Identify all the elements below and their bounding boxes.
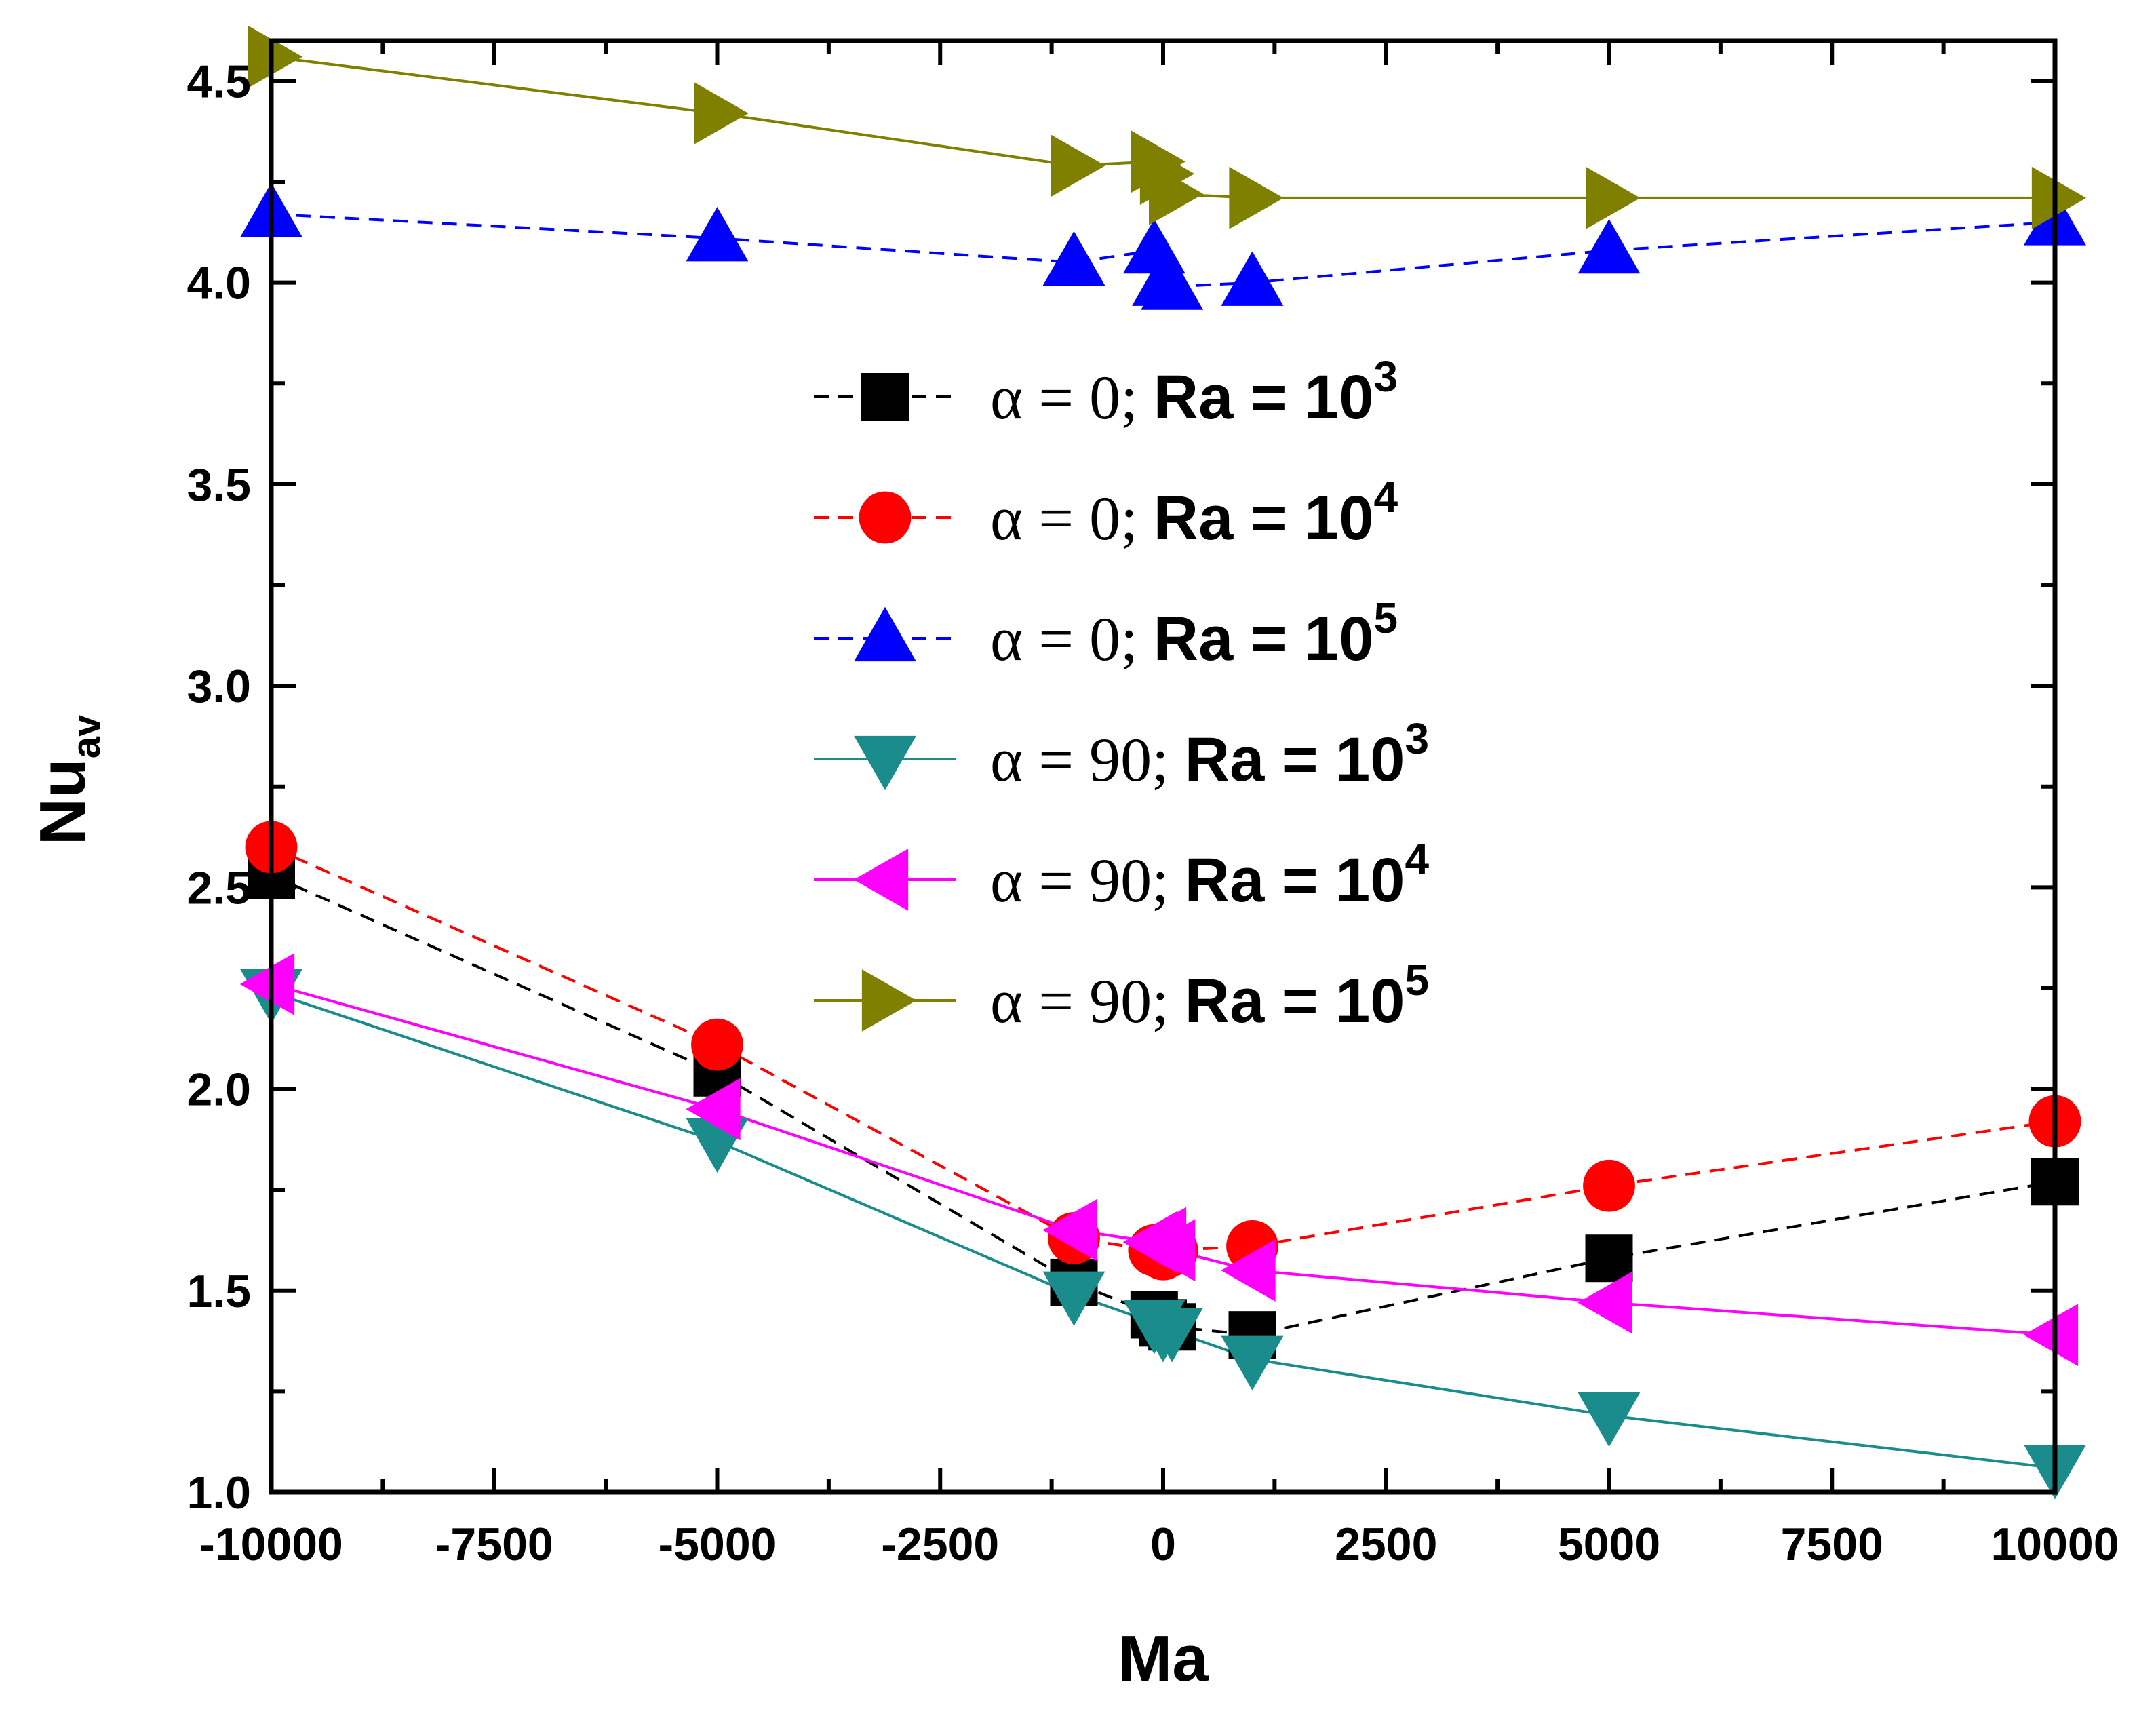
y-tick-label: 4.5	[187, 56, 251, 107]
data-point	[2031, 166, 2087, 229]
legend-entry: α = 0; Ra = 105	[814, 593, 1398, 674]
legend-label-ra: Ra = 10	[1154, 484, 1374, 553]
legend-entry: α = 90; Ra = 104	[814, 835, 1429, 915]
series-point-group	[248, 25, 2087, 229]
y-tick-label: 2.5	[187, 862, 251, 914]
data-point	[1042, 1198, 1097, 1262]
data-point	[691, 1018, 743, 1071]
data-point	[2023, 1304, 2079, 1367]
data-point	[1585, 1234, 1633, 1283]
x-tick-label: 2500	[1335, 1519, 1437, 1570]
data-point	[1141, 255, 1204, 310]
series-line	[271, 212, 2056, 288]
y-tick-label: 3.5	[187, 459, 251, 511]
legend-label-exponent: 5	[1373, 593, 1398, 642]
legend-label: α = 90; Ra = 104	[990, 835, 1429, 915]
legend-label: α = 90; Ra = 105	[990, 956, 1429, 1036]
data-point	[694, 82, 749, 144]
legend-entry: α = 0; Ra = 103	[814, 352, 1398, 432]
legend-label-prefix: α = 90;	[990, 846, 1185, 915]
legend-marker	[859, 491, 912, 544]
data-point	[1586, 166, 1641, 229]
data-point	[1140, 1219, 1196, 1282]
x-tick-labels: -10000 -7500 -5000 -2500 0 2500 5000 7500 10000	[199, 1519, 2119, 1570]
x-tick-label: 10000	[1991, 1519, 2119, 1570]
data-point	[1042, 1271, 1105, 1326]
data-point	[1141, 1308, 1204, 1363]
data-point	[248, 25, 303, 88]
x-tick-label: -5000	[659, 1519, 777, 1570]
x-tick-label: -7500	[435, 1519, 553, 1570]
data-point	[686, 1078, 741, 1141]
x-tick-label: -10000	[199, 1519, 343, 1570]
y-axis-title-subscript: av	[64, 715, 109, 759]
y-tick-label: 4.0	[187, 258, 251, 309]
y-tick-label: 2.0	[187, 1064, 251, 1116]
data-point	[239, 953, 295, 1015]
data-point	[1583, 1159, 1635, 1212]
legend-marker	[861, 969, 917, 1032]
x-tick-label: 5000	[1558, 1519, 1660, 1570]
legend-entry: α = 90; Ra = 103	[814, 714, 1429, 794]
legend-label: α = 0; Ra = 104	[990, 473, 1398, 553]
legend-label-exponent: 4	[1405, 835, 1429, 884]
data-point	[1577, 1392, 1641, 1447]
plot-frame	[269, 38, 2058, 1495]
legend-marker	[854, 735, 916, 791]
data-point	[1577, 218, 1641, 274]
series-point-group	[239, 953, 2079, 1367]
data-point	[1221, 1239, 1276, 1302]
y-tick-label: 3.0	[187, 661, 251, 712]
data-point	[1042, 231, 1105, 286]
data-point	[1577, 1271, 1632, 1334]
legend-label-ra: Ra = 10	[1185, 846, 1405, 915]
x-tick-label: 7500	[1781, 1519, 1883, 1570]
data-point	[1221, 251, 1284, 306]
legend-label-prefix: α = 90;	[990, 725, 1185, 794]
x-axis-title: Ma	[1118, 1622, 1209, 1695]
legend-marker	[853, 849, 909, 911]
legend-label-prefix: α = 0;	[990, 363, 1154, 432]
legend-label-prefix: α = 90;	[990, 967, 1185, 1036]
x-tick-label: -2500	[881, 1519, 999, 1570]
y-tick-label: 1.0	[187, 1467, 251, 1519]
legend-label: α = 90; Ra = 103	[990, 714, 1429, 794]
legend-label-exponent: 5	[1405, 956, 1429, 1005]
legend-label-exponent: 3	[1373, 352, 1398, 401]
data-point	[1051, 134, 1105, 197]
data-point	[1229, 166, 1284, 229]
legend-label: α = 0; Ra = 103	[990, 352, 1398, 432]
legend-label-exponent: 3	[1405, 714, 1429, 763]
y-tick-label: 1.5	[187, 1266, 251, 1317]
legend-label-prefix: α = 0;	[990, 484, 1154, 553]
series-point-group	[240, 182, 2086, 310]
legend-label-ra: Ra = 10	[1154, 363, 1374, 432]
legend-label-prefix: α = 0;	[990, 604, 1154, 674]
legend-label: α = 0; Ra = 105	[990, 593, 1398, 674]
y-tick-labels: 1.0 1.5 2.0 2.5 3.0 3.5 4.0 4.5	[187, 56, 251, 1519]
legend-label-exponent: 4	[1373, 473, 1398, 522]
legend-label-ra: Ra = 10	[1154, 604, 1374, 674]
series-point-group	[248, 851, 2079, 1359]
legend-entry: α = 0; Ra = 104	[814, 473, 1398, 553]
data-point	[686, 207, 749, 262]
x-tick-label: 0	[1150, 1519, 1176, 1570]
data-point	[1149, 162, 1204, 225]
legend-label-ra: Ra = 10	[1185, 967, 1405, 1036]
legend-entry: α = 90; Ra = 105	[814, 956, 1429, 1036]
y-axis-title-base: Nu	[26, 758, 99, 845]
legend-marker	[854, 606, 916, 662]
legend-label-ra: Ra = 10	[1185, 725, 1405, 794]
series-markers	[239, 25, 2087, 1500]
y-axis-title: Nuav	[26, 715, 109, 845]
legend-marker	[861, 373, 909, 421]
data-point	[1221, 1335, 1284, 1391]
